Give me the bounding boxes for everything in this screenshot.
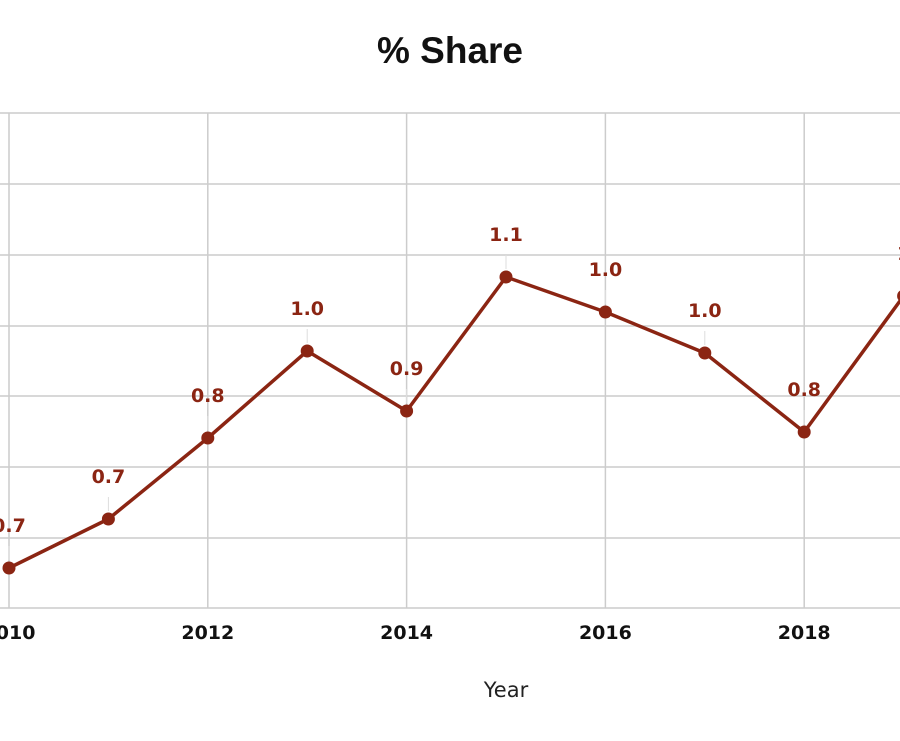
x-tick-label: 2016 <box>579 622 632 644</box>
chart-title: % Share <box>376 30 523 71</box>
data-point <box>797 425 811 439</box>
data-label: 1.0 <box>688 300 722 322</box>
x-tick-label: 2014 <box>380 622 433 644</box>
data-point <box>698 346 712 360</box>
x-tick-label: 2012 <box>181 622 234 644</box>
x-tick-label: 2018 <box>778 622 831 644</box>
data-label: 0.8 <box>787 379 821 401</box>
data-label: 0.8 <box>191 385 225 407</box>
data-point <box>300 344 314 358</box>
series-line-layer <box>8 275 900 570</box>
data-label: 0.7 <box>0 515 26 537</box>
grid <box>0 112 900 609</box>
data-point <box>897 290 900 302</box>
data-label: 1.1 <box>489 224 523 246</box>
data-point <box>201 431 215 445</box>
data-label: 0.9 <box>390 358 424 380</box>
data-label: 1 <box>897 243 900 265</box>
data-point <box>400 404 414 418</box>
data-point <box>101 512 115 526</box>
data-point <box>598 305 612 319</box>
data-point <box>499 270 513 284</box>
x-tick-label: 2010 <box>0 622 35 644</box>
series-line <box>8 275 900 570</box>
x-axis-ticks: 2010 2012 2014 2016 2018 <box>0 622 831 644</box>
data-label: 1.0 <box>290 298 324 320</box>
data-labels: 0.7 0.7 0.8 1.0 0.9 1.1 1.0 1.0 0.8 1 <box>0 224 900 560</box>
data-label: 1.0 <box>589 259 623 281</box>
data-label: 0.7 <box>92 466 126 488</box>
data-points <box>2 270 900 575</box>
x-axis-label: Year <box>483 678 529 702</box>
data-point <box>2 561 16 575</box>
